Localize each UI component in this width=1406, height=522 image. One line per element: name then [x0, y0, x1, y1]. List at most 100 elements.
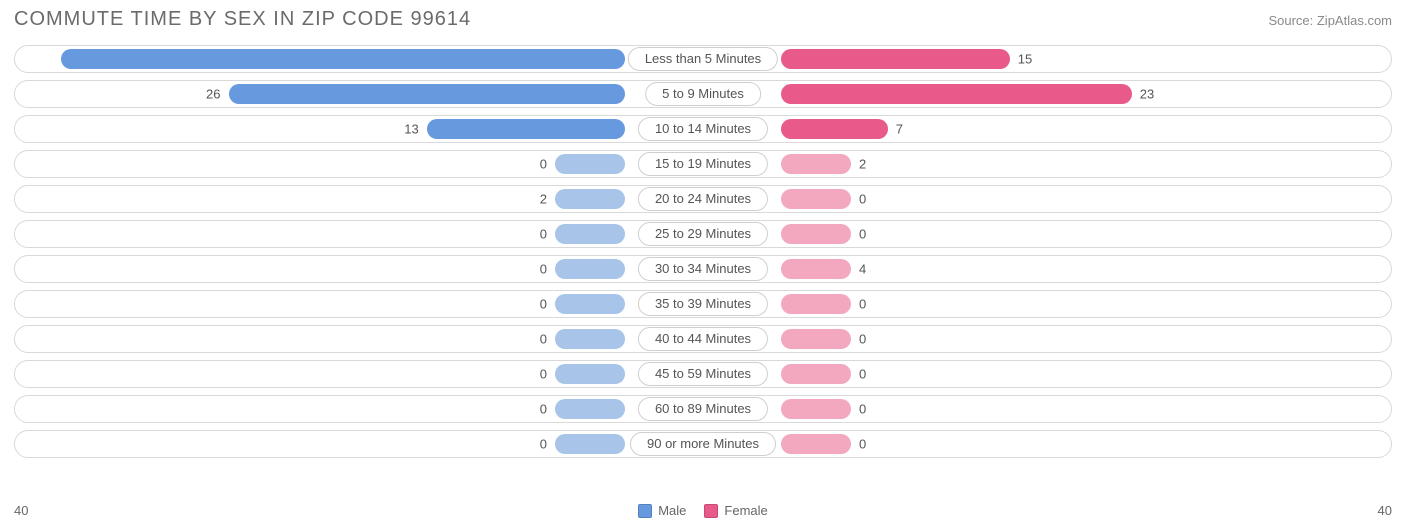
legend-label: Female [724, 503, 767, 518]
female-bar-container: 0 [781, 399, 1391, 419]
female-value: 4 [859, 262, 866, 277]
row-category-label: 60 to 89 Minutes [638, 397, 768, 421]
male-value: 37 [21, 52, 35, 67]
row-category-label: 40 to 44 Minutes [638, 327, 768, 351]
male-bar-container: 26 [15, 84, 625, 104]
male-value: 0 [540, 297, 547, 312]
male-value: 0 [540, 157, 547, 172]
male-value: 0 [540, 402, 547, 417]
female-value: 0 [859, 437, 866, 452]
chart-row: 15 to 19 Minutes 0 2 [14, 150, 1392, 178]
female-bar-container: 0 [781, 329, 1391, 349]
female-bar [781, 399, 851, 419]
male-bar [555, 154, 625, 174]
male-value: 0 [540, 367, 547, 382]
male-bar [555, 294, 625, 314]
male-bar [555, 224, 625, 244]
row-category-label: Less than 5 Minutes [628, 47, 778, 71]
row-category-label: 35 to 39 Minutes [638, 292, 768, 316]
row-category-label: 30 to 34 Minutes [638, 257, 768, 281]
female-bar-container: 15 [781, 49, 1391, 69]
male-bar [61, 49, 625, 69]
male-value: 26 [206, 87, 220, 102]
chart-row: 20 to 24 Minutes 2 0 [14, 185, 1392, 213]
female-value: 0 [859, 192, 866, 207]
female-value: 0 [859, 332, 866, 347]
chart-row: 40 to 44 Minutes 0 0 [14, 325, 1392, 353]
chart-title: COMMUTE TIME BY SEX IN ZIP CODE 99614 [14, 8, 471, 31]
male-value: 0 [540, 227, 547, 242]
female-value: 23 [1140, 87, 1154, 102]
male-value: 13 [404, 122, 418, 137]
male-bar-container: 0 [15, 329, 625, 349]
female-bar [781, 189, 851, 209]
female-bar [781, 119, 888, 139]
female-value: 7 [896, 122, 903, 137]
female-bar [781, 364, 851, 384]
male-bar [555, 364, 625, 384]
male-bar-container: 0 [15, 224, 625, 244]
row-category-label: 45 to 59 Minutes [638, 362, 768, 386]
row-category-label: 20 to 24 Minutes [638, 187, 768, 211]
female-value: 2 [859, 157, 866, 172]
chart-row: 45 to 59 Minutes 0 0 [14, 360, 1392, 388]
chart-row: 35 to 39 Minutes 0 0 [14, 290, 1392, 318]
male-value: 0 [540, 262, 547, 277]
male-bar [555, 399, 625, 419]
male-bar-container: 0 [15, 294, 625, 314]
male-bar [229, 84, 626, 104]
female-value: 15 [1018, 52, 1032, 67]
male-value: 2 [540, 192, 547, 207]
female-bar [781, 434, 851, 454]
chart-row: 30 to 34 Minutes 0 4 [14, 255, 1392, 283]
legend-item-female: Female [704, 503, 767, 518]
chart-row: 60 to 89 Minutes 0 0 [14, 395, 1392, 423]
female-value: 0 [859, 402, 866, 417]
male-bar-container: 0 [15, 434, 625, 454]
female-value: 0 [859, 367, 866, 382]
chart-row: 90 or more Minutes 0 0 [14, 430, 1392, 458]
legend-label: Male [658, 503, 686, 518]
row-category-label: 15 to 19 Minutes [638, 152, 768, 176]
female-value: 0 [859, 297, 866, 312]
legend-swatch [704, 504, 718, 518]
female-bar-container: 2 [781, 154, 1391, 174]
chart-header: COMMUTE TIME BY SEX IN ZIP CODE 99614 So… [0, 0, 1406, 35]
female-bar-container: 0 [781, 224, 1391, 244]
male-bar-container: 37 [15, 49, 625, 69]
row-category-label: 5 to 9 Minutes [645, 82, 761, 106]
male-bar [555, 259, 625, 279]
chart-row: 25 to 29 Minutes 0 0 [14, 220, 1392, 248]
row-category-label: 10 to 14 Minutes [638, 117, 768, 141]
female-bar-container: 7 [781, 119, 1391, 139]
axis-left-max: 40 [14, 503, 28, 518]
legend-item-male: Male [638, 503, 686, 518]
male-bar [555, 189, 625, 209]
female-bar [781, 84, 1132, 104]
female-bar [781, 259, 851, 279]
female-bar [781, 294, 851, 314]
female-bar-container: 0 [781, 364, 1391, 384]
female-bar-container: 0 [781, 434, 1391, 454]
male-bar [555, 434, 625, 454]
chart-footer: 40 MaleFemale 40 [14, 503, 1392, 518]
female-bar-container: 0 [781, 189, 1391, 209]
male-value: 0 [540, 437, 547, 452]
female-bar [781, 154, 851, 174]
male-value: 0 [540, 332, 547, 347]
male-bar [555, 329, 625, 349]
female-bar [781, 49, 1010, 69]
female-bar [781, 329, 851, 349]
male-bar-container: 13 [15, 119, 625, 139]
diverging-bar-chart: Less than 5 Minutes 37 15 5 to 9 Minutes 26 2… [0, 35, 1406, 458]
female-bar-container: 4 [781, 259, 1391, 279]
row-category-label: 25 to 29 Minutes [638, 222, 768, 246]
male-bar [427, 119, 625, 139]
male-bar-container: 0 [15, 259, 625, 279]
female-value: 0 [859, 227, 866, 242]
male-bar-container: 0 [15, 399, 625, 419]
row-category-label: 90 or more Minutes [630, 432, 776, 456]
chart-row: 5 to 9 Minutes 26 23 [14, 80, 1392, 108]
female-bar-container: 23 [781, 84, 1391, 104]
male-bar-container: 0 [15, 364, 625, 384]
